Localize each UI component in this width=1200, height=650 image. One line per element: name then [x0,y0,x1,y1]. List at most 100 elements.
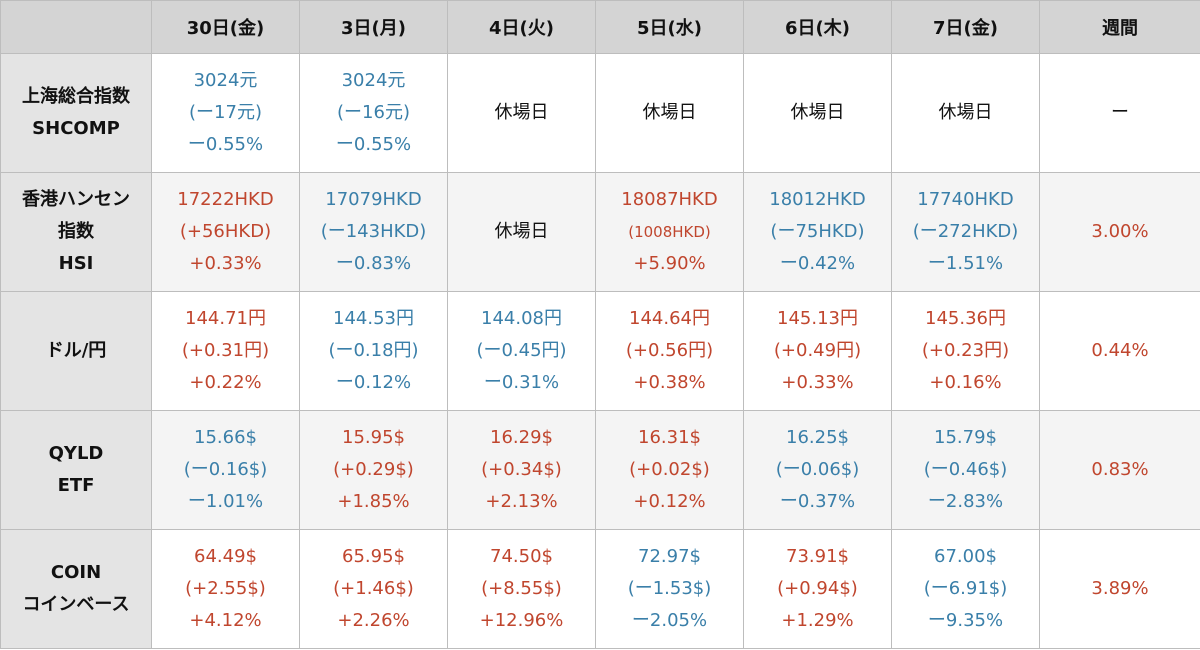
cell-percent: ー0.42% [779,253,856,274]
header-row: 30日(金) 3日(月) 4日(火) 5日(水) 6日(木) 7日(金) 週間 [0,0,1200,54]
cell-value: 休場日 [938,102,993,123]
row-label-line: HSI [58,253,94,274]
table-body: 上海総合指数 SHCOMP 3024元 (ー17元) ー0.55% 3024元 (ー16元)… [0,53,1200,649]
price-cell: 145.36円 (+0.23円) +0.16% [891,291,1040,411]
row-label-line: QYLD [48,443,104,464]
cell-percent: ー2.05% [631,610,708,631]
cell-value: 67.00$ [934,546,997,567]
price-cell: 18087HKD (1008HKD) +5.90% [595,172,744,292]
cell-percent: +12.96% [479,610,564,631]
price-cell: 休場日 [447,172,596,292]
cell-percent: ー9.35% [927,610,1004,631]
table-row: QYLD ETF 15.66$ (ー0.16$) ー1.01% 15.95$ (+0.29$… [0,410,1200,530]
cell-change: (+0.02$) [629,459,710,480]
price-cell: 72.97$ (ー1.53$) ー2.05% [595,529,744,649]
cell-value: 16.25$ [786,427,849,448]
cell-change: (ー0.45円) [476,340,567,361]
cell-change: (ー272HKD) [912,221,1019,242]
row-label-line: 上海総合指数 [22,86,130,107]
cell-value: 3.89% [1091,578,1149,599]
cell-value: 16.31$ [638,427,701,448]
price-cell: 65.95$ (+1.46$) +2.26% [299,529,448,649]
price-cell: 15.95$ (+0.29$) +1.85% [299,410,448,530]
row-label: ドル/円 [0,291,152,411]
row-label-line: 香港ハンセン [22,189,130,210]
price-cell: 休場日 [447,53,596,173]
price-cell: 17740HKD (ー272HKD) ー1.51% [891,172,1040,292]
header-corner [0,0,152,54]
weekly-change-cell: 3.89% [1039,529,1200,649]
cell-value: 18012HKD [769,189,866,210]
weekly-change-cell: 3.00% [1039,172,1200,292]
cell-change: (+0.29$) [333,459,414,480]
cell-value: 3.00% [1091,221,1149,242]
cell-percent: ー1.51% [927,253,1004,274]
cell-change: (ー143HKD) [320,221,427,242]
cell-percent: +1.29% [781,610,854,631]
header-day-1: 30日(金) [151,0,300,54]
price-cell: 67.00$ (ー6.91$) ー9.35% [891,529,1040,649]
cell-change: (ー75HKD) [770,221,865,242]
cell-change: (ー0.16$) [183,459,268,480]
cell-value: 65.95$ [342,546,405,567]
cell-change: (+56HKD) [179,221,272,242]
cell-value: 15.95$ [342,427,405,448]
cell-change: (+0.49円) [773,340,862,361]
cell-percent: +5.90% [633,253,706,274]
weekly-change-cell: 0.83% [1039,410,1200,530]
cell-value: 73.91$ [786,546,849,567]
cell-value: 17740HKD [917,189,1014,210]
cell-percent: +0.12% [633,491,706,512]
price-cell: 17079HKD (ー143HKD) ー0.83% [299,172,448,292]
cell-percent: +0.33% [781,372,854,393]
row-label: QYLD ETF [0,410,152,530]
cell-change: (ー0.46$) [923,459,1008,480]
price-cell: 144.64円 (+0.56円) +0.38% [595,291,744,411]
price-cell: 休場日 [743,53,892,173]
cell-value: 休場日 [790,102,845,123]
cell-value: 16.29$ [490,427,553,448]
row-label-line: 指数 [58,221,94,242]
cell-value: 18087HKD [621,189,718,210]
header-day-5: 6日(木) [743,0,892,54]
cell-change: (+0.34$) [481,459,562,480]
price-cell: 16.29$ (+0.34$) +2.13% [447,410,596,530]
cell-change: (ー6.91$) [923,578,1008,599]
price-cell: 3024元 (ー17元) ー0.55% [151,53,300,173]
cell-change: (+0.23円) [921,340,1010,361]
cell-change: (+0.94$) [777,578,858,599]
cell-change: (+0.31円) [181,340,270,361]
cell-value: 144.71円 [185,308,266,329]
cell-percent: ー0.55% [335,134,412,155]
header-day-4: 5日(水) [595,0,744,54]
cell-value: ー [1111,102,1129,123]
price-cell: 145.13円 (+0.49円) +0.33% [743,291,892,411]
price-cell: 16.31$ (+0.02$) +0.12% [595,410,744,530]
cell-percent: +0.33% [189,253,262,274]
table-row: 香港ハンセン 指数 HSI 17222HKD (+56HKD) +0.33% 17079HK… [0,172,1200,292]
price-cell: 73.91$ (+0.94$) +1.29% [743,529,892,649]
cell-change: (ー16元) [337,102,410,123]
cell-change: (+8.55$) [481,578,562,599]
cell-change: (ー17元) [189,102,262,123]
cell-value: 144.64円 [629,308,710,329]
price-cell: 15.66$ (ー0.16$) ー1.01% [151,410,300,530]
cell-change: (+1.46$) [333,578,414,599]
cell-value: 72.97$ [638,546,701,567]
cell-value: 休場日 [494,221,549,242]
price-cell: 18012HKD (ー75HKD) ー0.42% [743,172,892,292]
cell-percent: ー1.01% [187,491,264,512]
cell-percent: +2.13% [485,491,558,512]
header-weekly: 週間 [1039,0,1200,54]
row-label: 香港ハンセン 指数 HSI [0,172,152,292]
cell-percent: ー0.12% [335,372,412,393]
cell-value: 3024元 [193,70,258,91]
cell-value: 15.66$ [194,427,257,448]
cell-percent: +2.26% [337,610,410,631]
cell-value: 0.83% [1091,459,1149,480]
price-cell: 15.79$ (ー0.46$) ー2.83% [891,410,1040,530]
cell-value: 145.36円 [925,308,1006,329]
price-cell: 16.25$ (ー0.06$) ー0.37% [743,410,892,530]
cell-percent: ー0.37% [779,491,856,512]
cell-value: 15.79$ [934,427,997,448]
